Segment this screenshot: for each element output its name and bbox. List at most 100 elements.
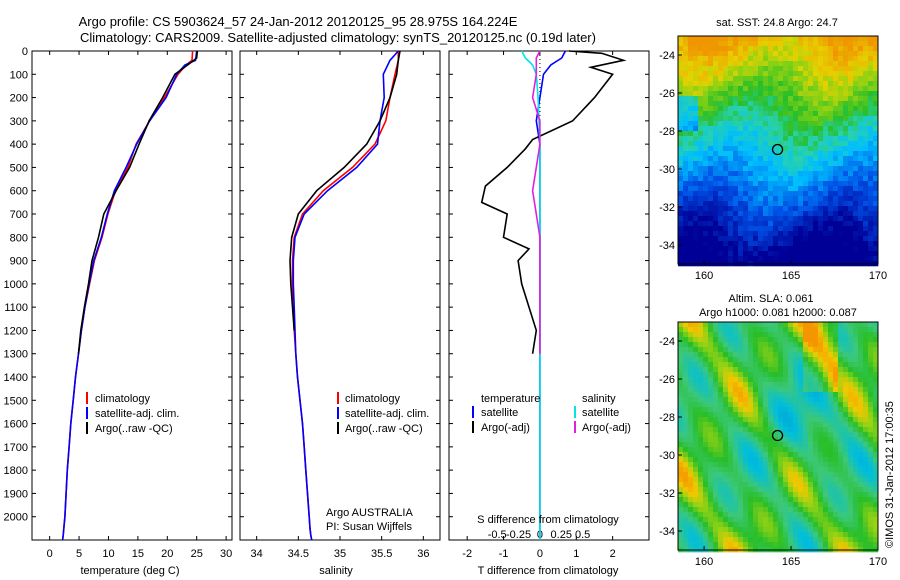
map-cell <box>838 51 844 57</box>
map-cell <box>703 477 709 483</box>
map-cell <box>718 111 724 117</box>
map-cell <box>848 487 854 493</box>
map-cell <box>743 472 749 478</box>
map-cell <box>803 211 809 217</box>
map-cell <box>803 422 809 428</box>
map-cell <box>733 206 739 212</box>
map-cell <box>858 96 864 102</box>
map-cell <box>743 121 749 127</box>
map-cell <box>828 151 834 157</box>
x-tick-label: 30 <box>220 548 232 560</box>
map-cell <box>773 372 779 378</box>
map-cell <box>683 542 689 548</box>
map-cell <box>798 467 804 473</box>
map-cell <box>723 462 729 468</box>
map-cell <box>778 41 784 47</box>
map-cell <box>693 537 699 543</box>
x-tick-label: 20 <box>161 548 173 560</box>
map-cell <box>753 206 759 212</box>
map-cell <box>698 246 704 252</box>
map-cell <box>708 206 714 212</box>
map-cell <box>833 477 839 483</box>
map-cell <box>813 407 819 413</box>
map-cell <box>743 51 749 57</box>
map-cell <box>713 542 719 548</box>
map-cell <box>858 91 864 97</box>
map-cell <box>753 141 759 147</box>
map-cell <box>763 196 769 202</box>
map-cell <box>853 357 859 363</box>
map-cell <box>708 241 714 247</box>
map-cell <box>868 532 874 538</box>
map-cell <box>718 362 724 368</box>
map-cell <box>818 146 824 152</box>
map-cell <box>843 452 849 458</box>
map-cell <box>773 76 779 82</box>
map-cell <box>793 447 799 453</box>
map-cell <box>678 477 684 483</box>
x-tick-label: 1 <box>573 548 579 560</box>
map-cell <box>743 477 749 483</box>
map-cell <box>873 51 879 57</box>
map-cell <box>788 422 794 428</box>
map-cell <box>853 422 859 428</box>
map-cell <box>723 542 729 548</box>
map-cell <box>703 231 709 237</box>
map-cell <box>748 256 754 262</box>
map-cell <box>768 211 774 217</box>
map-cell <box>728 432 734 438</box>
map-cell <box>853 492 859 498</box>
map-cell <box>768 402 774 408</box>
map-cell <box>693 342 699 348</box>
map-cell <box>803 146 809 152</box>
map-cell <box>783 201 789 207</box>
map-cell <box>858 146 864 152</box>
map-cell <box>728 462 734 468</box>
map-cell <box>748 487 754 493</box>
map-cell <box>808 176 814 182</box>
map-cell <box>743 96 749 102</box>
map-cell <box>873 206 879 212</box>
map-cell <box>808 362 814 368</box>
map-cell <box>798 146 804 152</box>
map-cell <box>753 166 759 172</box>
map-cell <box>688 236 694 242</box>
map-cell <box>703 61 709 67</box>
map-cell <box>683 96 689 102</box>
map-cell <box>693 51 699 57</box>
map-cell <box>778 412 784 418</box>
map-cell <box>723 166 729 172</box>
map-cell <box>873 236 879 242</box>
map-cell <box>798 196 804 202</box>
map-cell <box>863 86 869 92</box>
map-cell <box>743 382 749 388</box>
map-cell <box>863 477 869 483</box>
map-cell <box>728 176 734 182</box>
map-cell <box>848 407 854 413</box>
map-cell <box>843 507 849 513</box>
map-cell <box>813 392 819 398</box>
map-cell <box>818 432 824 438</box>
map-cell <box>778 146 784 152</box>
map-cell <box>778 517 784 523</box>
map-cell <box>873 216 879 222</box>
map-cell <box>763 211 769 217</box>
map-cell <box>833 206 839 212</box>
map-cell <box>728 76 734 82</box>
map-cell <box>853 171 859 177</box>
map-cell <box>833 71 839 77</box>
map-cell <box>868 452 874 458</box>
map-cell <box>828 452 834 458</box>
map-cell <box>678 482 684 488</box>
map-cell <box>813 111 819 117</box>
map-cell <box>773 507 779 513</box>
map-cell <box>793 387 799 393</box>
map-cell <box>843 186 849 192</box>
map-cell <box>788 241 794 247</box>
map-cell <box>758 322 764 328</box>
map-cell <box>718 151 724 157</box>
map-cell <box>708 161 714 167</box>
map-cell <box>873 46 879 52</box>
map-cell <box>788 497 794 503</box>
map-cell <box>783 176 789 182</box>
